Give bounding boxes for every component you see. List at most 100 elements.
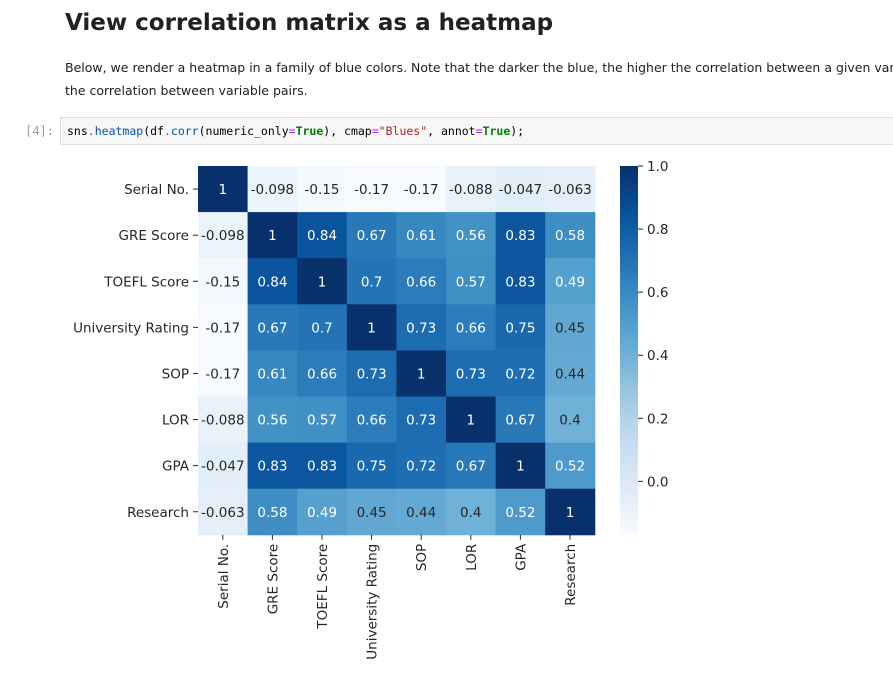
markdown-paragraph: Below, we render a heatmap in a family o… — [65, 56, 893, 102]
heatmap-cell — [396, 212, 447, 259]
x-tick-label: Research — [563, 544, 579, 606]
colorbar-tick-label: 1.0 — [647, 159, 668, 175]
heatmap-cell — [297, 488, 348, 536]
heatmap-cell — [446, 350, 497, 397]
cell-annotation: 0.44 — [406, 505, 436, 521]
cell-annotation: 0.66 — [406, 274, 436, 290]
heatmap-cell — [247, 304, 298, 351]
cell-annotation: 0.7 — [311, 320, 332, 336]
cell-annotation: -0.15 — [305, 182, 340, 198]
cell-annotation: -0.047 — [499, 182, 543, 198]
colorbar-tick-label: 0.4 — [647, 348, 668, 364]
colorbar-tick-label: 0.0 — [647, 474, 668, 490]
cell-annotation: 0.73 — [456, 366, 486, 382]
x-tick-label: University Rating — [365, 544, 381, 660]
code-token: = — [371, 124, 379, 138]
cell-annotation: 0.61 — [406, 228, 436, 244]
heatmap-cell — [446, 396, 497, 444]
heatmap-cell — [446, 166, 497, 213]
cell-annotation: 0.4 — [460, 505, 481, 521]
y-tick-label: LOR — [162, 413, 189, 429]
heatmap-cell — [198, 258, 249, 305]
cell-annotation: 1 — [516, 459, 525, 475]
markdown-heading: View correlation matrix as a heatmap — [65, 10, 554, 36]
cell-annotation: -0.063 — [201, 505, 245, 521]
cell-annotation: 0.67 — [257, 320, 287, 336]
heatmap-cell — [545, 488, 596, 536]
heatmap-cell — [495, 442, 546, 490]
cell-annotation: 0.67 — [456, 459, 486, 475]
cell-annotation: 0.56 — [456, 228, 486, 244]
cell-annotation: 0.72 — [406, 459, 436, 475]
heatmap-cell — [396, 304, 447, 351]
x-tick-label: LOR — [464, 544, 480, 571]
heatmap-cell — [545, 442, 596, 490]
heatmap-cell — [446, 258, 497, 305]
cell-execution-prompt: [4]: — [25, 124, 54, 138]
cell-annotation: 1 — [566, 505, 575, 521]
cell-annotation: 1 — [318, 274, 327, 290]
heatmap-cell — [297, 166, 348, 213]
heatmap-cell — [297, 304, 348, 351]
cell-annotation: 0.67 — [357, 228, 387, 244]
cell-annotation: 0.61 — [257, 366, 287, 382]
cell-annotation: 1 — [268, 228, 277, 244]
cell-annotation: -0.047 — [201, 459, 245, 475]
heatmap-cell — [545, 396, 596, 444]
code-token: sns — [67, 124, 88, 138]
heatmap-cell — [495, 212, 546, 259]
cell-annotation: 1 — [467, 413, 476, 429]
heatmap-cell — [247, 350, 298, 397]
heatmap-cell — [247, 442, 298, 490]
heatmap-cell — [446, 442, 497, 490]
cell-annotation: 0.73 — [406, 320, 436, 336]
heatmap-cell — [495, 258, 546, 305]
y-tick-label: GRE Score — [119, 228, 189, 244]
y-tick-label: Research — [127, 505, 189, 521]
cell-annotation: 1 — [367, 320, 376, 336]
code-token: (numeric_only — [198, 124, 289, 138]
cell-annotation: 0.44 — [555, 366, 585, 382]
heatmap-cell — [247, 488, 298, 536]
cell-annotation: 0.83 — [307, 459, 337, 475]
code-token: ); — [510, 124, 525, 138]
code-cell-input[interactable]: sns.heatmap(df.corr(numeric_only=True), … — [60, 117, 893, 145]
heatmap-cell — [247, 212, 298, 259]
heatmap-cell — [495, 396, 546, 444]
heatmap-cell — [495, 166, 546, 213]
heatmap-cell — [198, 212, 249, 259]
cell-annotation: -0.063 — [548, 182, 592, 198]
cell-annotation: 0.49 — [555, 274, 585, 290]
y-tick-label: SOP — [162, 366, 189, 382]
cell-annotation: 0.75 — [357, 459, 387, 475]
cell-annotation: 0.84 — [257, 274, 287, 290]
cell-annotation: 0.45 — [555, 320, 585, 336]
heatmap-cell — [297, 350, 348, 397]
colorbar — [620, 166, 638, 535]
heatmap-cell — [346, 212, 397, 259]
code-token: ), cmap — [323, 124, 372, 138]
y-tick-label: Serial No. — [124, 182, 189, 198]
heatmap-cell — [297, 212, 348, 259]
x-tick-label: SOP — [414, 544, 430, 571]
cell-annotation: 0.67 — [505, 413, 535, 429]
heatmap-cell — [297, 442, 348, 490]
cell-annotation: -0.098 — [251, 182, 295, 198]
heatmap-cell — [396, 350, 447, 397]
code-token: (df — [143, 124, 164, 138]
cell-annotation: 0.52 — [555, 459, 585, 475]
x-tick-label: TOEFL Score — [315, 544, 331, 630]
heatmap-cell — [396, 396, 447, 444]
heatmap-cell — [247, 396, 298, 444]
heatmap-cell — [247, 166, 298, 213]
heatmap-cell — [396, 166, 447, 213]
cell-annotation: 0.45 — [357, 505, 387, 521]
cell-annotation: 0.49 — [307, 505, 337, 521]
y-tick-label: University Rating — [73, 320, 189, 336]
cell-annotation: 0.73 — [357, 366, 387, 382]
x-tick-label: GPA — [513, 543, 529, 571]
heatmap-cell — [346, 304, 397, 351]
paragraph-line-2: the correlation between variable pairs. — [65, 83, 308, 98]
heatmap-cell — [495, 350, 546, 397]
cell-annotation: -0.17 — [205, 366, 240, 382]
